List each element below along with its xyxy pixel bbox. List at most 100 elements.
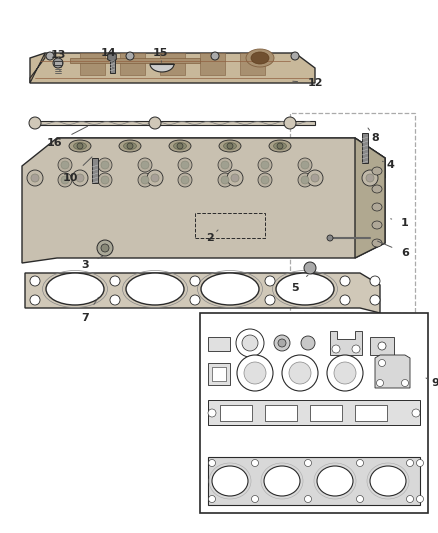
Ellipse shape — [212, 466, 248, 496]
Circle shape — [178, 173, 192, 187]
Polygon shape — [110, 57, 114, 73]
Ellipse shape — [201, 273, 259, 305]
Circle shape — [211, 52, 219, 60]
Circle shape — [237, 355, 273, 391]
Bar — [200, 313, 428, 513]
Circle shape — [190, 276, 200, 286]
Circle shape — [340, 276, 350, 286]
Ellipse shape — [264, 466, 300, 496]
Circle shape — [274, 335, 290, 351]
Circle shape — [141, 176, 149, 184]
Ellipse shape — [219, 140, 241, 152]
Ellipse shape — [173, 142, 187, 149]
Polygon shape — [208, 457, 420, 505]
Polygon shape — [92, 158, 98, 183]
Circle shape — [378, 359, 385, 367]
Polygon shape — [70, 58, 200, 63]
Circle shape — [301, 336, 315, 350]
Circle shape — [77, 143, 83, 149]
Circle shape — [298, 158, 312, 172]
Bar — [265, 405, 297, 421]
Circle shape — [46, 52, 54, 60]
Circle shape — [362, 170, 378, 186]
Circle shape — [110, 276, 120, 286]
Circle shape — [251, 459, 258, 466]
Circle shape — [277, 143, 283, 149]
Circle shape — [53, 58, 63, 68]
Circle shape — [334, 362, 356, 384]
Polygon shape — [30, 121, 315, 125]
Circle shape — [181, 176, 189, 184]
Text: 5: 5 — [291, 275, 308, 293]
Circle shape — [289, 362, 311, 384]
Circle shape — [378, 342, 386, 350]
Polygon shape — [25, 273, 380, 313]
Text: 2: 2 — [206, 230, 218, 243]
Text: 6: 6 — [378, 241, 409, 258]
Ellipse shape — [372, 167, 382, 175]
Text: 7: 7 — [81, 297, 99, 323]
Circle shape — [76, 174, 84, 182]
Circle shape — [227, 170, 243, 186]
Polygon shape — [362, 133, 368, 163]
Circle shape — [265, 276, 275, 286]
Circle shape — [29, 117, 41, 129]
Circle shape — [218, 158, 232, 172]
Circle shape — [208, 409, 216, 417]
Ellipse shape — [276, 273, 334, 305]
Polygon shape — [80, 53, 105, 75]
Text: 12: 12 — [293, 78, 323, 88]
Circle shape — [231, 174, 239, 182]
Ellipse shape — [246, 49, 274, 67]
Circle shape — [417, 459, 424, 466]
Text: 8: 8 — [368, 128, 379, 143]
Circle shape — [301, 176, 309, 184]
Text: 9: 9 — [426, 378, 438, 388]
Circle shape — [242, 335, 258, 351]
Polygon shape — [57, 138, 385, 178]
Circle shape — [218, 173, 232, 187]
Polygon shape — [54, 61, 62, 65]
Polygon shape — [375, 355, 410, 388]
Circle shape — [101, 161, 109, 169]
Circle shape — [366, 174, 374, 182]
Circle shape — [307, 170, 323, 186]
Text: 4: 4 — [382, 160, 394, 170]
Circle shape — [291, 52, 299, 60]
Text: 13: 13 — [50, 50, 66, 71]
Ellipse shape — [372, 239, 382, 247]
Circle shape — [181, 161, 189, 169]
Circle shape — [177, 143, 183, 149]
Circle shape — [251, 496, 258, 503]
Circle shape — [151, 174, 159, 182]
Ellipse shape — [269, 140, 291, 152]
Polygon shape — [240, 53, 265, 75]
Circle shape — [72, 170, 88, 186]
Polygon shape — [208, 400, 420, 425]
Circle shape — [127, 143, 133, 149]
Circle shape — [101, 176, 109, 184]
Circle shape — [190, 295, 200, 305]
Circle shape — [208, 496, 215, 503]
Circle shape — [61, 176, 69, 184]
Circle shape — [265, 295, 275, 305]
Circle shape — [227, 143, 233, 149]
Circle shape — [147, 170, 163, 186]
Polygon shape — [150, 64, 174, 72]
Text: 10: 10 — [62, 157, 92, 183]
Circle shape — [357, 459, 364, 466]
Circle shape — [98, 158, 112, 172]
Circle shape — [406, 459, 413, 466]
Ellipse shape — [124, 142, 137, 149]
Circle shape — [126, 52, 134, 60]
Circle shape — [301, 161, 309, 169]
Ellipse shape — [317, 466, 353, 496]
Circle shape — [141, 161, 149, 169]
Circle shape — [278, 339, 286, 347]
Text: 1: 1 — [391, 218, 409, 228]
Bar — [212, 367, 226, 381]
Text: 3: 3 — [81, 256, 102, 270]
Circle shape — [327, 235, 333, 241]
Circle shape — [370, 295, 380, 305]
Circle shape — [304, 262, 316, 274]
